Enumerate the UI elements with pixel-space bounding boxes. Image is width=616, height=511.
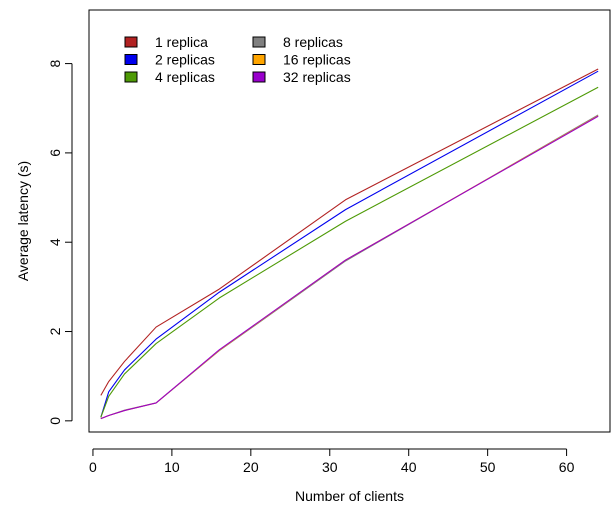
x-axis: 0 10 20 30 40 50 60 bbox=[89, 448, 575, 475]
series-line-1 bbox=[100, 70, 599, 418]
x-tick-label: 60 bbox=[559, 459, 575, 475]
legend-swatch bbox=[124, 36, 138, 48]
legend-label: 2 replicas bbox=[155, 52, 215, 68]
x-tick-label: 50 bbox=[480, 459, 496, 475]
series-line-5 bbox=[100, 115, 599, 420]
y-tick-label: 2 bbox=[47, 327, 63, 335]
y-axis: 0 2 4 6 8 bbox=[47, 59, 73, 425]
x-tick-label: 30 bbox=[322, 459, 338, 475]
legend-label: 32 replicas bbox=[283, 69, 351, 85]
x-tick-label: 10 bbox=[164, 459, 180, 475]
y-tick-label: 6 bbox=[47, 149, 63, 157]
x-tick-label: 0 bbox=[89, 459, 97, 475]
y-tick-label: 0 bbox=[47, 417, 63, 425]
y-tick-label: 8 bbox=[47, 59, 63, 67]
series-line-0 bbox=[100, 68, 599, 396]
legend-label: 4 replicas bbox=[155, 69, 215, 85]
plot-frame bbox=[88, 9, 611, 433]
legend-label: 8 replicas bbox=[283, 34, 343, 50]
legend-swatch bbox=[252, 71, 266, 83]
x-tick-label: 20 bbox=[243, 459, 259, 475]
x-tick-label: 40 bbox=[401, 459, 417, 475]
series-layer bbox=[100, 68, 599, 420]
legend-label: 16 replicas bbox=[283, 52, 351, 68]
legend-swatch bbox=[252, 36, 266, 48]
x-axis-title: Number of clients bbox=[295, 488, 404, 504]
y-axis-title: Average latency (s) bbox=[15, 161, 31, 281]
legend-swatch bbox=[124, 71, 138, 83]
legend-swatch bbox=[252, 54, 266, 65]
legend-label: 1 replica bbox=[155, 34, 208, 50]
legend-swatch bbox=[124, 54, 138, 65]
y-tick-label: 4 bbox=[47, 238, 63, 246]
series-line-2 bbox=[100, 86, 599, 418]
